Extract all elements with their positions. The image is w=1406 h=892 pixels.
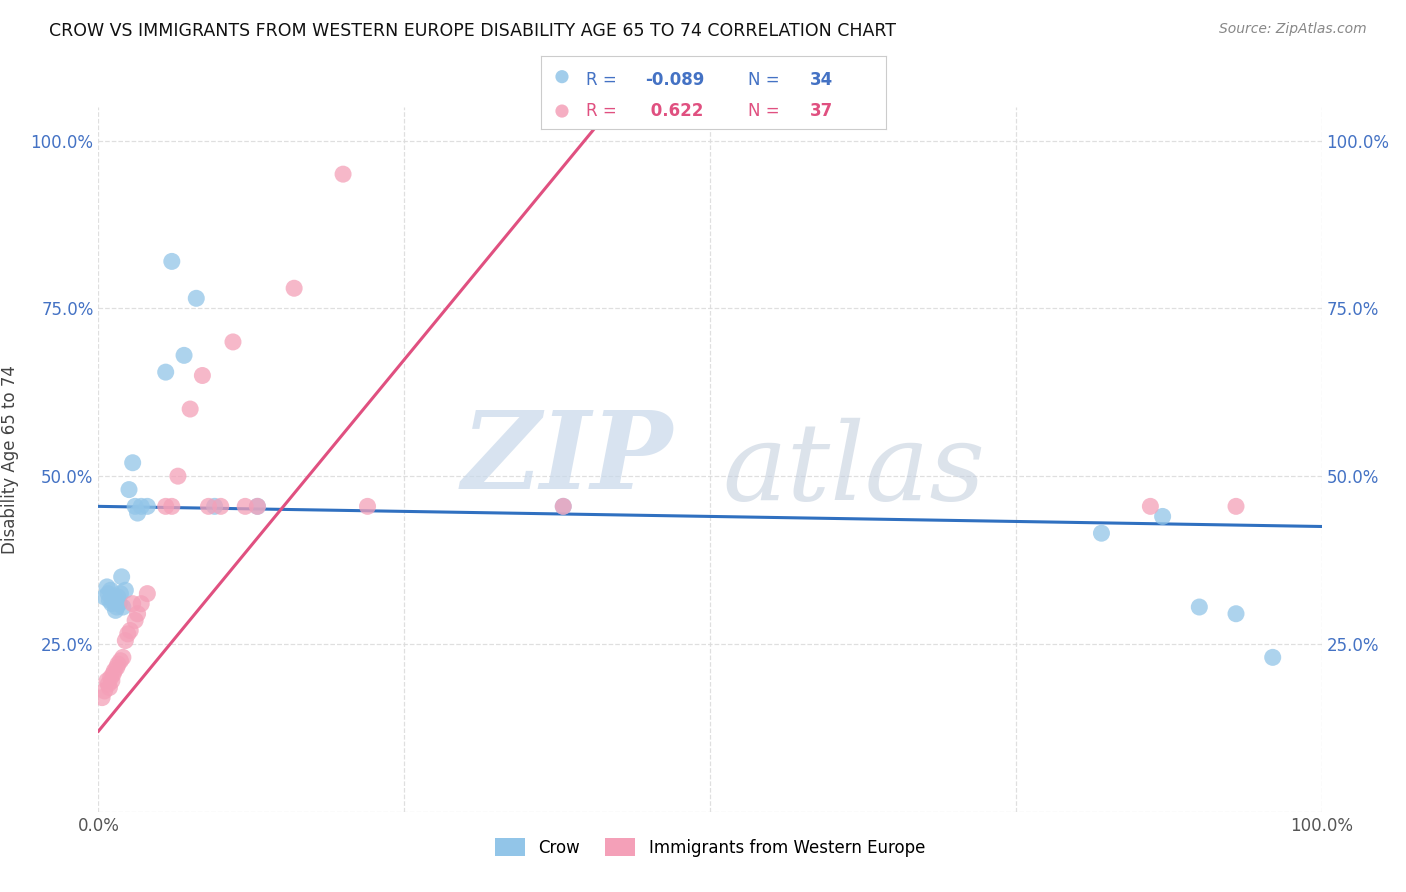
Text: R =: R = [586, 102, 621, 120]
Point [105, 600, 128, 615]
Point [96, 673, 118, 688]
Point [110, 654, 132, 668]
Point [100, 583, 122, 598]
Point [110, 586, 132, 600]
Point [356, 500, 378, 514]
Point [197, 500, 219, 514]
Text: ZIP: ZIP [463, 407, 673, 512]
Point [246, 500, 269, 514]
Point [129, 500, 152, 514]
Point [136, 500, 159, 514]
Text: N =: N = [748, 71, 785, 89]
Point [93, 590, 115, 604]
Point [222, 334, 245, 349]
Point [103, 664, 125, 678]
Text: atlas: atlas [723, 417, 986, 523]
Point [111, 600, 134, 615]
Point [1090, 526, 1112, 541]
Point [107, 590, 129, 604]
Point [551, 70, 574, 84]
Point [186, 291, 208, 305]
Text: Source: ZipAtlas.com: Source: ZipAtlas.com [1219, 22, 1367, 37]
Point [246, 500, 269, 514]
Point [129, 597, 152, 611]
Point [114, 583, 136, 598]
Point [155, 500, 177, 514]
Legend: Crow, Immigrants from Western Europe: Crow, Immigrants from Western Europe [488, 831, 932, 863]
Point [111, 570, 134, 584]
Point [127, 506, 149, 520]
Text: CROW VS IMMIGRANTS FROM WESTERN EUROPE DISABILITY AGE 65 TO 74 CORRELATION CHART: CROW VS IMMIGRANTS FROM WESTERN EUROPE D… [49, 22, 896, 40]
Point [191, 368, 214, 383]
Point [124, 500, 146, 514]
Point [117, 627, 139, 641]
Point [103, 590, 125, 604]
Point [553, 500, 575, 514]
Point [209, 500, 232, 514]
Point [124, 614, 146, 628]
Point [127, 607, 149, 621]
Point [97, 677, 120, 691]
Point [100, 671, 122, 685]
Point [1152, 509, 1174, 524]
Point [101, 593, 124, 607]
Point [91, 690, 114, 705]
Point [160, 500, 183, 514]
Point [98, 593, 121, 607]
Point [1261, 650, 1284, 665]
Point [114, 633, 136, 648]
Point [101, 597, 124, 611]
Point [1139, 500, 1161, 514]
Point [105, 660, 128, 674]
Point [1225, 607, 1247, 621]
Point [551, 104, 574, 119]
Point [111, 650, 134, 665]
Point [118, 483, 141, 497]
Text: 37: 37 [810, 102, 834, 120]
Point [98, 681, 121, 695]
Point [553, 500, 575, 514]
Point [101, 667, 124, 681]
Point [108, 597, 131, 611]
Point [107, 657, 129, 671]
Point [167, 469, 190, 483]
Point [283, 281, 305, 295]
Point [101, 673, 124, 688]
Point [120, 624, 142, 638]
Point [179, 402, 201, 417]
Point [136, 586, 159, 600]
Point [233, 500, 256, 514]
Point [97, 586, 120, 600]
Point [1188, 600, 1211, 615]
Text: -0.089: -0.089 [645, 71, 704, 89]
Point [121, 456, 143, 470]
Text: 34: 34 [810, 71, 834, 89]
Point [1225, 500, 1247, 514]
Point [204, 500, 226, 514]
Text: R =: R = [586, 71, 621, 89]
Point [155, 365, 177, 379]
Y-axis label: Disability Age 65 to 74: Disability Age 65 to 74 [1, 365, 20, 554]
Point [121, 597, 143, 611]
Point [104, 603, 127, 617]
Point [173, 348, 195, 362]
Text: N =: N = [748, 102, 785, 120]
Point [93, 684, 115, 698]
Text: 0.622: 0.622 [645, 102, 703, 120]
Point [332, 167, 354, 181]
Point [96, 580, 118, 594]
Point [160, 254, 183, 268]
